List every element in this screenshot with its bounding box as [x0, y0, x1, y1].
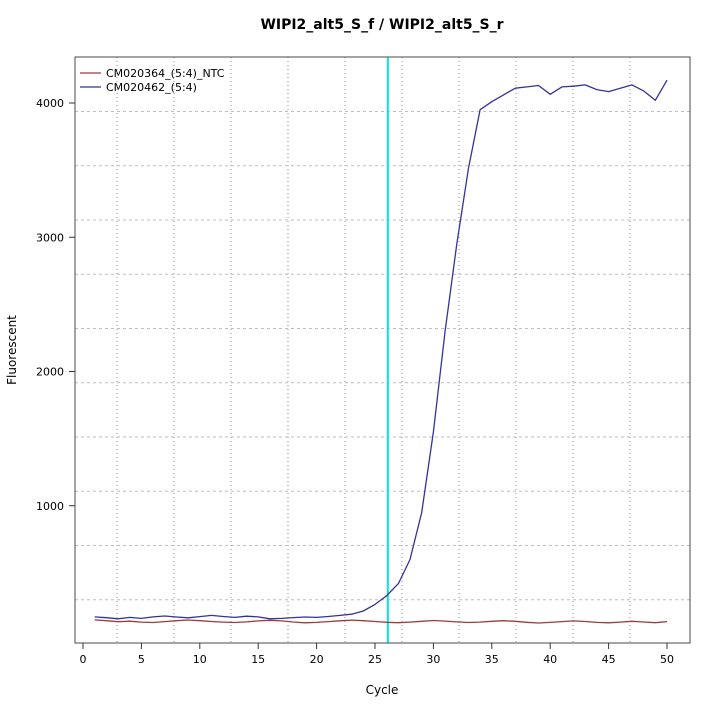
plot-border: [74, 56, 691, 644]
grid-layer: [75, 57, 690, 643]
x-tick-label: 35: [485, 653, 499, 666]
legend-label: CM020364_(5:4)_NTC: [106, 67, 225, 80]
series-line-1: [94, 79, 668, 620]
legend-label: CM020462_(5:4): [106, 81, 197, 94]
x-tick-label: 10: [193, 653, 207, 666]
y-tick-label: 2000: [36, 366, 64, 379]
x-axis-label: Cycle: [366, 683, 399, 697]
x-tick-label: 50: [660, 653, 674, 666]
series-line-0: [94, 619, 668, 624]
series-layer: [94, 79, 668, 624]
y-tick-label: 1000: [36, 500, 64, 513]
chart-title: WIPI2_alt5_S_f / WIPI2_alt5_S_r: [260, 17, 503, 33]
x-tick-label: 20: [310, 653, 324, 666]
x-tick-label: 45: [602, 653, 616, 666]
x-tick-label: 25: [368, 653, 382, 666]
x-tick-label: 30: [426, 653, 440, 666]
axis-layer: 0 5 10 15 20 25 30 35 40 45 50 1000 2000 3000 4000: [36, 97, 674, 666]
x-tick-label: 0: [80, 653, 87, 666]
x-tick-label: 5: [138, 653, 145, 666]
x-tick-label: 15: [251, 653, 265, 666]
y-tick-label: 3000: [36, 231, 64, 244]
x-tick-label: 40: [543, 653, 557, 666]
y-tick-label: 4000: [36, 97, 64, 110]
y-axis-label: Fluorescent: [5, 315, 19, 385]
